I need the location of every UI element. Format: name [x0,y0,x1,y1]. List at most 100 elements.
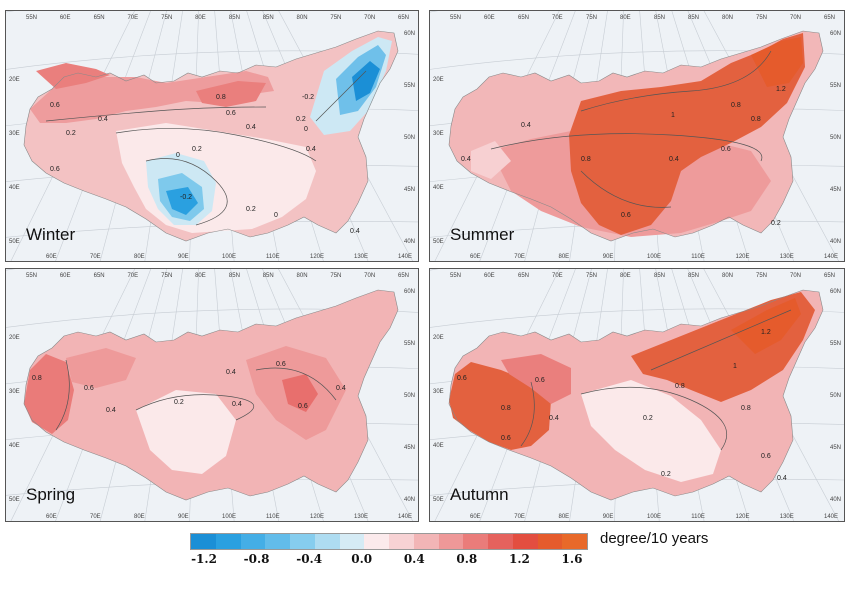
latitude-label: 50N [830,393,841,399]
longitude-label: 85N [229,15,240,21]
contour-label: 0.4 [106,407,116,414]
longitude-label: 70E [127,273,138,279]
spring-label: Spring [26,485,76,504]
latitude-label: 40E [433,185,444,191]
latitude-line [430,308,844,328]
latitude-label: 55N [830,341,841,347]
longitude-label: 80E [195,273,206,279]
longitude-label: 70N [364,273,375,279]
longitude-label: 110E [266,254,280,260]
contour-label: 0.6 [276,361,286,368]
longitude-label: 80N [722,15,733,21]
latitude-label: 40N [830,497,841,503]
winter-label: Winter [26,225,76,244]
longitude-label: 65N [398,15,409,21]
spring-map: 0.8 0.6 0.4 0.4 0.2 0.4 0.6 0.4 0.6 20E 30E 40E 50E 6… [6,269,418,521]
contour-label: 0 [176,152,180,159]
latitude-label: 20E [433,77,444,83]
longitude-label: 75N [756,15,767,21]
longitude-label: 75N [586,15,597,21]
color-legend: -1.2 -0.8 -0.4 0.0 0.4 0.8 1.2 1.6 [190,533,590,573]
temperature-trend-region [36,63,110,89]
longitude-label: 100E [647,514,661,520]
legend-swatch [240,534,266,549]
contour-label: 0.2 [643,415,653,422]
latitude-label: 50E [433,497,444,503]
latitude-label: 30E [433,131,444,137]
latitude-label: 40N [830,239,841,245]
temperature-trend-region [282,374,318,412]
longitude-label: 65N [94,15,105,21]
longitude-label: 90E [178,254,189,260]
contour-label: 0.6 [50,166,60,173]
longitude-label: 55N [450,273,461,279]
longitude-label: 60E [60,273,71,279]
contour-line [135,394,255,421]
longitude-label: 85N [263,273,274,279]
contour-label: 0.6 [50,102,60,109]
longitude-label: 100E [222,514,236,520]
contour-line [115,128,317,162]
longitude-label: 80E [134,514,145,520]
latitude-label: 60N [830,31,841,37]
longitude-label: 80E [620,273,631,279]
longitude-label: 80N [722,273,733,279]
contour-label: 0.8 [32,375,42,382]
contour-label: 0.6 [721,146,731,153]
latitude-label: 50E [9,497,20,503]
legend-tick-label: -0.8 [243,552,270,566]
legend-tick-label: 0.0 [351,552,373,566]
longitude-label: 75N [161,273,172,279]
contour-label: 0.4 [306,146,316,153]
contour-label: 0.4 [226,369,236,376]
contour-line [315,70,367,122]
temperature-trend-region [196,81,266,107]
contour-label: 0.2 [296,116,306,123]
longitude-label: 60E [46,514,57,520]
contour-label: 0.4 [98,116,108,123]
autumn-label: Autumn [450,485,509,504]
contour-label: 0.6 [298,403,308,410]
longitude-label: 80E [559,514,570,520]
longitude-label: 85N [688,15,699,21]
longitude-label: 65N [518,273,529,279]
temperature-trend-region [569,33,805,235]
contour-label: 0.4 [777,475,787,482]
contour-line [650,309,792,371]
legend-swatch [389,534,414,549]
contour-label: 0.6 [457,375,467,382]
longitude-label: 80E [620,15,631,21]
latitude-label: 45N [830,187,841,193]
contour-label: 0.8 [581,156,591,163]
temperature-trend-region [166,187,198,215]
contour-label: 0.8 [741,405,751,412]
longitude-label: 60E [46,254,57,260]
legend-swatch [265,534,290,549]
latitude-label: 50N [404,393,415,399]
latitude-label: 50N [404,135,415,141]
temperature-trend-region [24,354,74,434]
contour-label: 0.2 [246,206,256,213]
longitude-label: 85N [229,273,240,279]
longitude-label: 55N [450,15,461,21]
temperature-trend-region [136,390,236,474]
longitude-label: 65N [398,273,409,279]
legend-color-bar [190,533,588,550]
temperature-trend-region [66,348,136,388]
contour-label: 0.6 [535,377,545,384]
legend-tick-label: 0.8 [456,552,478,566]
latitude-label: 45N [404,187,415,193]
longitude-label: 60E [484,273,495,279]
latitude-label: 55N [404,83,415,89]
legend-tick-label: -1.2 [191,552,217,566]
latitude-label: 30E [9,131,20,137]
longitude-label: 60E [484,15,495,21]
contour-label: 0.8 [216,94,226,101]
contour-line [580,170,672,208]
longitude-label: 60E [470,254,481,260]
longitude-label: 55N [26,273,37,279]
latitude-label: 55N [404,341,415,347]
autumn-map-panel: 0.6 0.8 0.6 0.4 0.6 0.2 0.8 1 1.2 0.8 0.6 0.4 0.2 20E… [429,268,845,522]
summer-label: Summer [450,225,515,244]
longitude-label: 60E [470,514,481,520]
